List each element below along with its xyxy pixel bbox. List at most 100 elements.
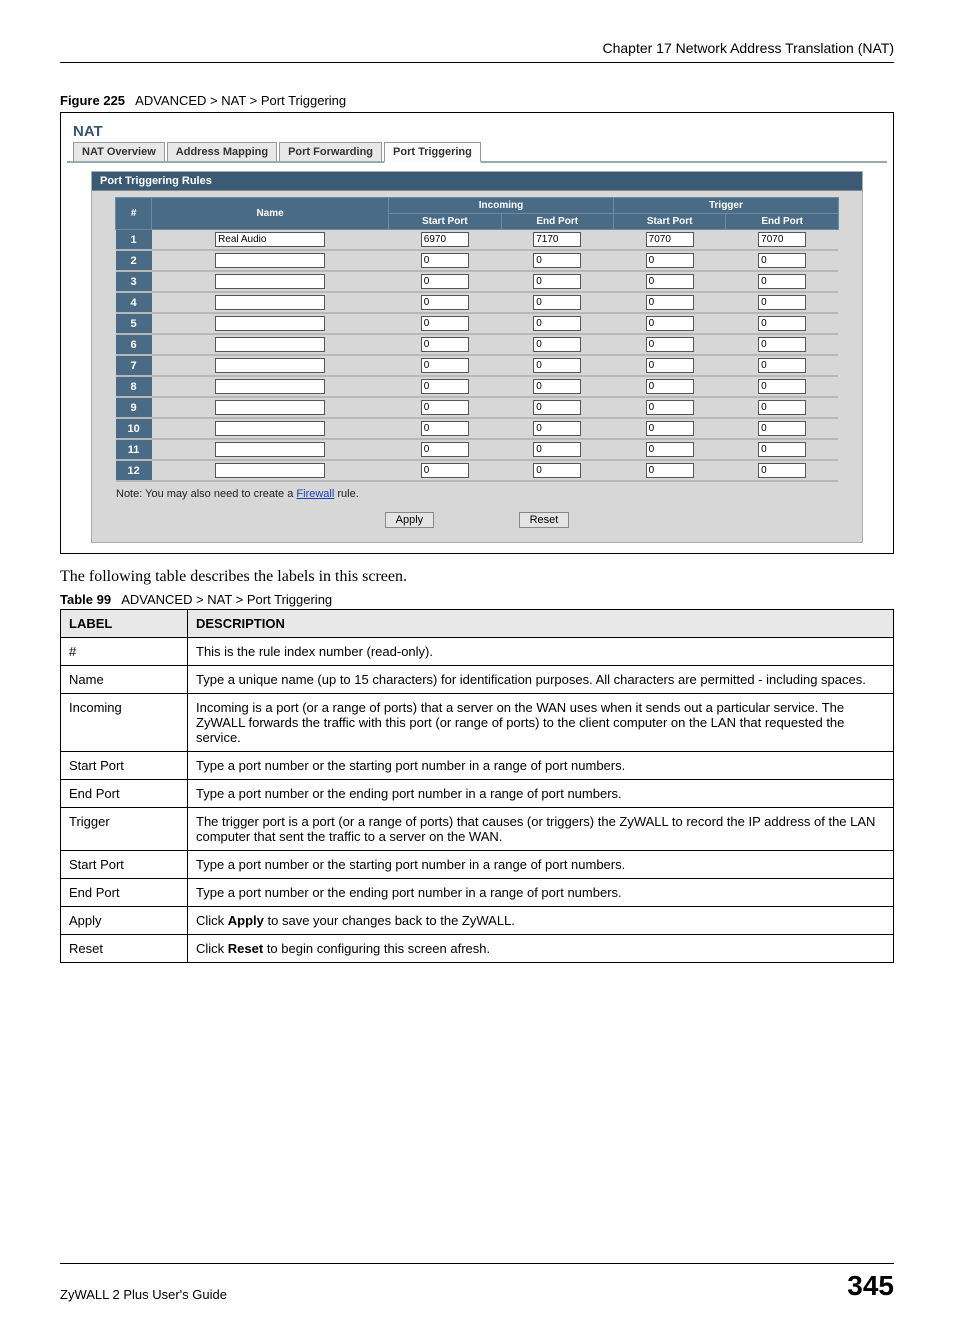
table-row: 12: [116, 460, 839, 481]
incoming-start-input[interactable]: [421, 316, 469, 331]
name-input[interactable]: [215, 316, 325, 331]
trigger-start-input[interactable]: [646, 337, 694, 352]
row-number: 3: [116, 271, 152, 292]
trigger-start-input[interactable]: [646, 232, 694, 247]
note-prefix: Note: You may also need to create a: [116, 488, 296, 500]
desc-row: Start PortType a port number or the star…: [61, 851, 894, 879]
incoming-end-input[interactable]: [533, 400, 581, 415]
incoming-start-input[interactable]: [421, 442, 469, 457]
trigger-end-input[interactable]: [758, 232, 806, 247]
trigger-end-input[interactable]: [758, 442, 806, 457]
row-number: 11: [116, 439, 152, 460]
trigger-end-input[interactable]: [758, 358, 806, 373]
incoming-end-input[interactable]: [533, 337, 581, 352]
row-number: 9: [116, 397, 152, 418]
trigger-end-input[interactable]: [758, 274, 806, 289]
name-input[interactable]: [215, 232, 325, 247]
trigger-start-input[interactable]: [646, 463, 694, 478]
trigger-start-input[interactable]: [646, 253, 694, 268]
incoming-start-input[interactable]: [421, 358, 469, 373]
incoming-start-input[interactable]: [421, 295, 469, 310]
note-suffix: rule.: [334, 488, 358, 500]
trigger-end-input[interactable]: [758, 463, 806, 478]
incoming-end-input[interactable]: [533, 295, 581, 310]
trigger-start-input[interactable]: [646, 358, 694, 373]
table-label: Table 99: [60, 592, 111, 607]
name-input[interactable]: [215, 337, 325, 352]
rules-panel: Port Triggering Rules # Name Incoming Tr…: [91, 171, 863, 543]
desc-text: Click Reset to begin configuring this sc…: [188, 935, 894, 963]
trigger-end-input[interactable]: [758, 421, 806, 436]
figure-label: Figure 225: [60, 93, 125, 108]
trigger-end-input[interactable]: [758, 379, 806, 394]
col-in-start: Start Port: [389, 214, 501, 230]
table-row: 8: [116, 376, 839, 397]
incoming-end-input[interactable]: [533, 421, 581, 436]
name-input[interactable]: [215, 253, 325, 268]
incoming-end-input[interactable]: [533, 379, 581, 394]
col-incoming: Incoming: [389, 198, 614, 214]
footer-guide: ZyWALL 2 Plus User's Guide: [60, 1287, 227, 1302]
incoming-start-input[interactable]: [421, 253, 469, 268]
incoming-start-input[interactable]: [421, 463, 469, 478]
desc-text: Type a port number or the starting port …: [188, 752, 894, 780]
trigger-start-input[interactable]: [646, 421, 694, 436]
name-input[interactable]: [215, 274, 325, 289]
trigger-end-input[interactable]: [758, 337, 806, 352]
name-input[interactable]: [215, 442, 325, 457]
description-table: LABEL DESCRIPTION #This is the rule inde…: [60, 609, 894, 963]
row-number: 6: [116, 334, 152, 355]
desc-row: End PortType a port number or the ending…: [61, 879, 894, 907]
name-input[interactable]: [215, 400, 325, 415]
name-input[interactable]: [215, 358, 325, 373]
desc-row: TriggerThe trigger port is a port (or a …: [61, 808, 894, 851]
nat-heading: NAT: [67, 119, 887, 142]
incoming-start-input[interactable]: [421, 337, 469, 352]
firewall-link[interactable]: Firewall: [296, 488, 334, 500]
row-number: 7: [116, 355, 152, 376]
table-row: 9: [116, 397, 839, 418]
desc-text: Type a unique name (up to 15 characters)…: [188, 666, 894, 694]
name-input[interactable]: [215, 463, 325, 478]
incoming-end-input[interactable]: [533, 442, 581, 457]
trigger-start-input[interactable]: [646, 274, 694, 289]
incoming-end-input[interactable]: [533, 274, 581, 289]
trigger-start-input[interactable]: [646, 400, 694, 415]
trigger-start-input[interactable]: [646, 295, 694, 310]
desc-label: Apply: [61, 907, 188, 935]
trigger-end-input[interactable]: [758, 253, 806, 268]
col-tr-end: End Port: [726, 214, 838, 230]
apply-button[interactable]: Apply: [385, 512, 435, 528]
incoming-end-input[interactable]: [533, 463, 581, 478]
incoming-start-input[interactable]: [421, 274, 469, 289]
incoming-end-input[interactable]: [533, 232, 581, 247]
desc-text: Type a port number or the starting port …: [188, 851, 894, 879]
incoming-start-input[interactable]: [421, 400, 469, 415]
incoming-end-input[interactable]: [533, 253, 581, 268]
incoming-start-input[interactable]: [421, 421, 469, 436]
trigger-end-input[interactable]: [758, 316, 806, 331]
reset-button[interactable]: Reset: [519, 512, 570, 528]
desc-label: #: [61, 638, 188, 666]
trigger-start-input[interactable]: [646, 316, 694, 331]
tab-address-mapping[interactable]: Address Mapping: [167, 142, 277, 161]
incoming-end-input[interactable]: [533, 316, 581, 331]
note: Note: You may also need to create a Fire…: [116, 488, 862, 500]
table-title: ADVANCED > NAT > Port Triggering: [121, 592, 332, 607]
trigger-start-input[interactable]: [646, 379, 694, 394]
incoming-start-input[interactable]: [421, 379, 469, 394]
incoming-end-input[interactable]: [533, 358, 581, 373]
trigger-end-input[interactable]: [758, 295, 806, 310]
tab-port-triggering[interactable]: Port Triggering: [384, 142, 481, 163]
desc-label: End Port: [61, 780, 188, 808]
name-input[interactable]: [215, 295, 325, 310]
table-row: 4: [116, 292, 839, 313]
tab-nat-overview[interactable]: NAT Overview: [73, 142, 165, 161]
incoming-start-input[interactable]: [421, 232, 469, 247]
trigger-end-input[interactable]: [758, 400, 806, 415]
name-input[interactable]: [215, 379, 325, 394]
table-row: 3: [116, 271, 839, 292]
tab-port-forwarding[interactable]: Port Forwarding: [279, 142, 382, 161]
trigger-start-input[interactable]: [646, 442, 694, 457]
name-input[interactable]: [215, 421, 325, 436]
